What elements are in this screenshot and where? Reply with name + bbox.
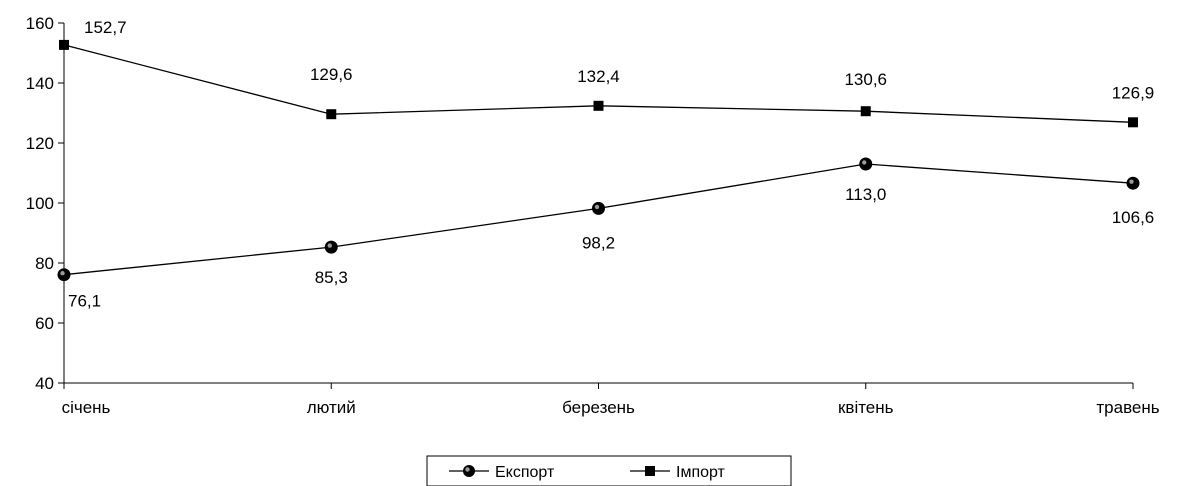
y-tick-label: 160 <box>26 14 54 33</box>
import-point-marker <box>860 106 871 117</box>
export-point-highlight <box>327 243 332 248</box>
x-tick-label: травень <box>1096 398 1159 417</box>
data-labels: 76,1 85,3 98,2 113,0 106,6 152,7 129,6 132,4 130… <box>68 18 1154 311</box>
data-markers <box>57 39 1140 282</box>
y-tick-label: 140 <box>26 74 54 93</box>
export-point-highlight <box>60 271 65 276</box>
import-point-marker <box>1128 117 1138 128</box>
x-tick-label: лютий <box>307 398 356 417</box>
x-tick-label: березень <box>562 398 635 417</box>
axes: 40 60 80 100 120 140 160 січень лютий березень кві… <box>26 14 1160 417</box>
export-data-label: 106,6 <box>1112 208 1155 227</box>
y-tick-label: 100 <box>26 194 54 213</box>
x-tick-label: квітень <box>838 398 894 417</box>
x-tick-label: січень <box>62 398 111 417</box>
export-data-label: 98,2 <box>582 233 615 252</box>
import-point-marker <box>59 39 69 50</box>
import-data-label: 132,4 <box>577 67 620 86</box>
legend-circle-highlight <box>465 467 470 472</box>
legend: Експорт Імпорт <box>426 455 792 486</box>
export-point-highlight <box>1129 179 1134 184</box>
import-data-label: 126,9 <box>1112 83 1155 102</box>
y-tick-label: 60 <box>35 314 54 333</box>
import-point-marker <box>593 100 604 111</box>
series-line-export <box>63 163 1134 276</box>
legend-label: Експорт <box>495 464 555 481</box>
import-point-marker <box>326 109 337 120</box>
export-data-label: 113,0 <box>845 185 886 204</box>
import-data-label: 129,6 <box>310 65 353 84</box>
y-tick-label: 120 <box>26 134 54 153</box>
import-data-label: 152,7 <box>84 18 127 37</box>
legend-square-icon <box>645 466 655 476</box>
export-point-highlight <box>862 160 867 165</box>
export-point-highlight <box>594 204 600 210</box>
import-data-label: 130,6 <box>844 70 887 89</box>
y-tick-label: 40 <box>35 374 54 393</box>
export-data-label: 76,1 <box>68 292 101 311</box>
y-tick-label: 80 <box>35 254 54 273</box>
export-data-label: 85,3 <box>315 268 348 287</box>
legend-label: Імпорт <box>676 464 726 481</box>
